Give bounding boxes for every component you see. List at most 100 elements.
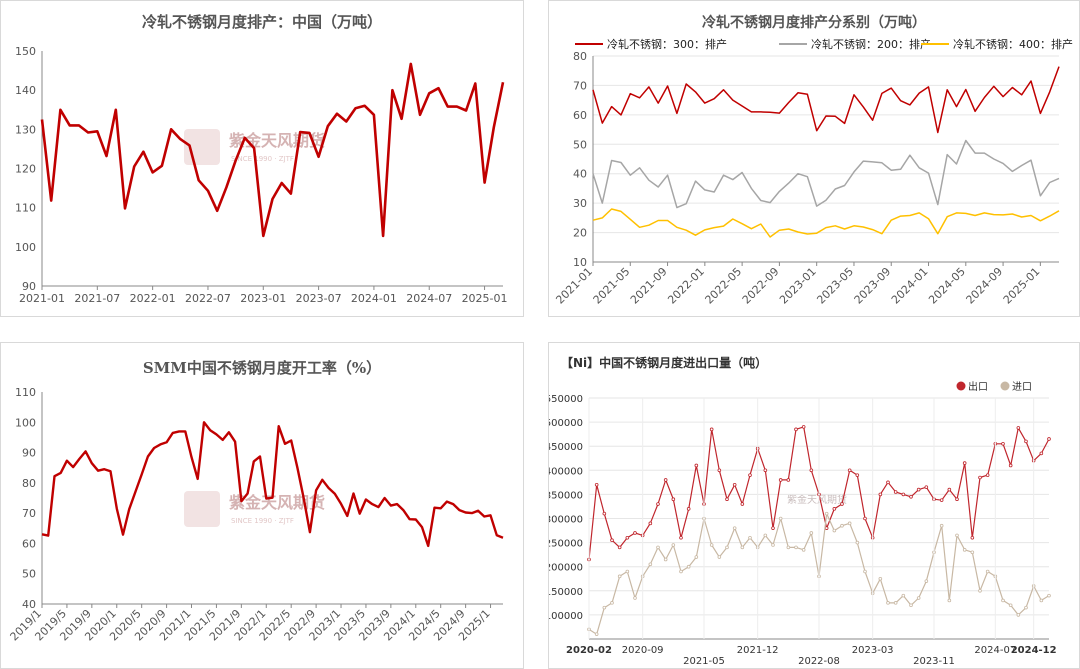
chart-production-by-series: 冷轧不锈钢月度排产分系别（万吨） 10 20 30 40 50 60 70 80 2021-01…: [553, 14, 1073, 307]
y-tick-label: 10: [573, 256, 587, 269]
y-tick-label: 30: [573, 197, 587, 210]
y-tick-label: 90: [22, 447, 36, 460]
data-point: [863, 569, 867, 574]
data-point: [962, 548, 967, 552]
y-tick-label: 50: [22, 568, 36, 581]
data-point: [656, 545, 660, 550]
y-tick-label: 70: [22, 507, 36, 520]
x-tick-label: 2025-01: [462, 292, 508, 305]
data-point: [978, 475, 982, 480]
x-tick-label: 2022-07: [185, 292, 231, 305]
y-tick-label: 40: [22, 598, 36, 611]
y-tick-label: 20: [573, 227, 587, 240]
series-line-0: [41, 421, 504, 548]
legend-label: 出口: [968, 380, 988, 393]
chart-title: 冷轧不锈钢月度排产分系别（万吨）: [702, 14, 926, 31]
data-point: [794, 427, 798, 432]
chart-title: 冷轧不锈钢月度排产：中国（万吨）: [142, 13, 382, 31]
data-point: [663, 478, 668, 482]
chart-operating-rate: SMM中国不锈钢月度开工率（%） 紫金天风期货 SINCE 1990 · ZJT…: [8, 359, 504, 643]
y-tick-label: 40: [573, 168, 587, 181]
chart-production-total: 冷轧不锈钢月度排产：中国（万吨） 紫金天风期货 SINCE 1990 · ZJT…: [15, 13, 508, 305]
x-tick-label: 2023-01: [777, 265, 819, 307]
y-tick-label: 150: [15, 45, 36, 58]
data-point: [855, 473, 860, 477]
x-tick-label: 2023-01: [240, 292, 286, 305]
x-tick-label: 2024-12: [1011, 645, 1057, 656]
data-point: [809, 531, 814, 535]
data-point: [909, 603, 913, 608]
data-point: [763, 468, 768, 473]
data-point: [633, 531, 637, 535]
data-point: [617, 545, 622, 550]
data-point: [847, 468, 852, 473]
data-point: [709, 427, 714, 432]
data-point: [1001, 441, 1005, 446]
data-point: [648, 562, 653, 567]
data-point: [663, 557, 668, 562]
x-tick-label: 2023-09: [852, 265, 894, 307]
data-point: [1039, 451, 1044, 456]
data-point: [610, 601, 614, 605]
data-point: [671, 543, 676, 547]
y-tick-label: 120: [15, 163, 36, 176]
data-point: [679, 569, 683, 574]
x-tick-label: 2024-01: [351, 292, 397, 305]
data-point: [748, 535, 752, 540]
data-point: [740, 545, 745, 550]
data-point: [633, 596, 637, 600]
series-line-0: [592, 66, 1060, 134]
y-tick-label: 90: [22, 280, 36, 293]
legend-label: 进口: [1012, 381, 1032, 393]
y-tick-label: 550000: [549, 394, 583, 405]
svg-text:SINCE 1990 · ZJTF: SINCE 1990 · ZJTF: [231, 517, 294, 525]
data-point: [863, 516, 867, 521]
x-tick-label: 2022-01: [665, 265, 707, 307]
x-tick-label: 2023-07: [296, 292, 342, 305]
legend-label: 冷轧不锈钢：200：排产: [811, 37, 931, 51]
data-point: [847, 521, 852, 526]
data-point: [717, 555, 722, 559]
y-tick-label: 200000: [549, 563, 583, 574]
x-tick-label: 2024-07: [406, 292, 452, 305]
data-point: [916, 596, 921, 600]
svg-text:SINCE 1990 · ZJTF: SINCE 1990 · ZJTF: [231, 155, 294, 163]
data-point: [985, 473, 990, 477]
data-point: [962, 461, 967, 465]
data-point: [832, 528, 837, 533]
x-tick-label: 2024-01: [889, 265, 931, 307]
y-tick-label: 50: [573, 138, 587, 151]
data-point: [1039, 598, 1044, 603]
legend-label: 冷轧不锈钢：300：排产: [607, 37, 727, 51]
data-point: [679, 535, 683, 540]
data-point: [947, 598, 952, 603]
data-point: [901, 492, 906, 497]
legend-swatch: [1000, 381, 1010, 391]
data-point: [809, 468, 814, 473]
data-point: [832, 507, 837, 511]
x-tick-label: 2020-09: [622, 645, 664, 656]
data-point: [625, 535, 630, 540]
y-tick-label: 300000: [549, 515, 583, 526]
data-point: [901, 593, 906, 598]
watermark-text: 紫金天风期货: [229, 493, 325, 512]
x-tick-label: 2020-02: [566, 645, 612, 656]
data-point: [725, 545, 729, 550]
data-point: [778, 516, 783, 521]
data-point: [840, 523, 844, 528]
data-point: [625, 569, 630, 574]
data-point: [824, 526, 829, 530]
y-tick-label: 100000: [549, 611, 583, 622]
data-point: [732, 482, 737, 487]
data-point: [878, 492, 883, 497]
data-point: [916, 487, 921, 492]
y-tick-label: 80: [22, 477, 36, 490]
data-point: [1008, 463, 1013, 468]
data-point: [955, 533, 959, 538]
data-point: [939, 498, 944, 502]
x-tick-label: 2021-01: [553, 265, 595, 307]
data-point: [740, 502, 745, 506]
data-point: [778, 478, 783, 482]
chart-panel-import-export: 【Ni】中国不锈钢月度进出口量（吨） 紫金天风期货 100000 150000 20…: [548, 342, 1080, 669]
legend-swatch: [956, 381, 966, 391]
